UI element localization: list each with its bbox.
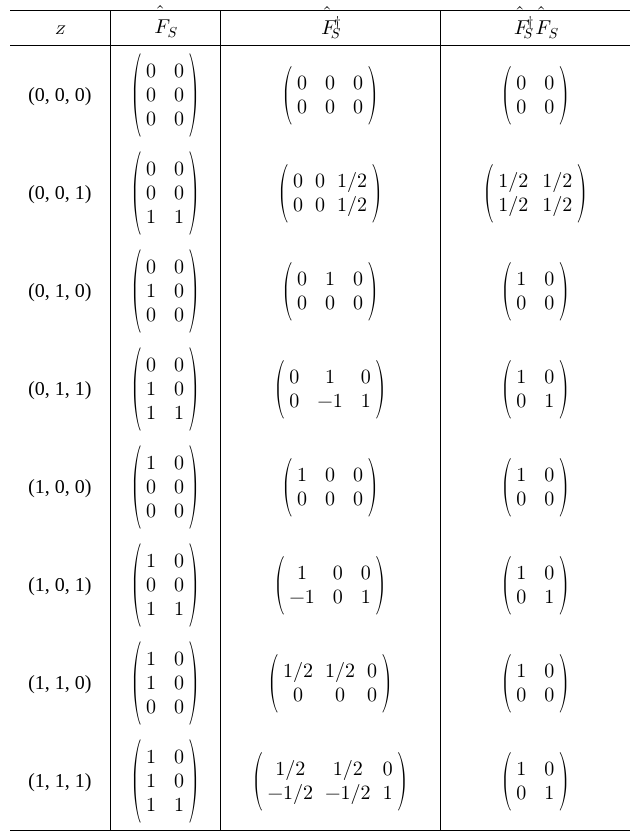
cell-Fsd: ( 000000 ) bbox=[220, 46, 440, 145]
cell-Fsd: ( 1/21/20000 ) bbox=[220, 634, 440, 732]
table-row: (0, 0, 0) ( 000000 ) ( 000000 ) ( 0000 ) bbox=[10, 46, 630, 145]
table-row: (1, 1, 0) ( 101000 ) ( 1/21/20000 ) ( 10… bbox=[10, 634, 630, 732]
header-Fs-dagger: F†S bbox=[220, 11, 440, 46]
cell-z: (1, 0, 0) bbox=[10, 438, 110, 536]
cell-Fs: ( 100011 ) bbox=[110, 536, 220, 634]
cell-FdF: ( 1001 ) bbox=[440, 340, 630, 438]
table-row: (1, 0, 0) ( 100000 ) ( 100000 ) ( 1000 ) bbox=[10, 438, 630, 536]
cell-Fsd: ( 010000 ) bbox=[220, 242, 440, 340]
cell-FdF: ( 1000 ) bbox=[440, 242, 630, 340]
cell-z: (0, 0, 0) bbox=[10, 46, 110, 145]
cell-z: (1, 1, 1) bbox=[10, 732, 110, 831]
cell-z: (0, 0, 1) bbox=[10, 144, 110, 242]
cell-Fsd: ( 1/21/20−1/2−1/21 ) bbox=[220, 732, 440, 831]
cell-Fsd: ( 100000 ) bbox=[220, 438, 440, 536]
cell-Fs: ( 101000 ) bbox=[110, 634, 220, 732]
table-row: (0, 1, 0) ( 001000 ) ( 010000 ) ( 1000 ) bbox=[10, 242, 630, 340]
cell-FdF: ( 0000 ) bbox=[440, 46, 630, 145]
cell-FdF: ( 1001 ) bbox=[440, 732, 630, 831]
cell-Fsd: ( 100−101 ) bbox=[220, 536, 440, 634]
cell-Fs: ( 000000 ) bbox=[110, 46, 220, 145]
cell-z: (0, 1, 0) bbox=[10, 242, 110, 340]
cell-Fsd: ( 0100−11 ) bbox=[220, 340, 440, 438]
table-header-row: z FS F†S F†SFS bbox=[10, 11, 630, 46]
table-row: (1, 1, 1) ( 101011 ) ( 1/21/20−1/2−1/21 … bbox=[10, 732, 630, 831]
cell-FdF: ( 1000 ) bbox=[440, 634, 630, 732]
cell-Fsd: ( 001/2001/2 ) bbox=[220, 144, 440, 242]
cell-Fs: ( 000011 ) bbox=[110, 144, 220, 242]
cell-z: (0, 1, 1) bbox=[10, 340, 110, 438]
table-row: (0, 0, 1) ( 000011 ) ( 001/2001/2 ) ( 1/… bbox=[10, 144, 630, 242]
cell-z: (1, 0, 1) bbox=[10, 536, 110, 634]
header-FdF: F†SFS bbox=[440, 11, 630, 46]
table-row: (1, 0, 1) ( 100011 ) ( 100−101 ) ( 1001 … bbox=[10, 536, 630, 634]
cell-z: (1, 1, 0) bbox=[10, 634, 110, 732]
cell-FdF: ( 1000 ) bbox=[440, 438, 630, 536]
cell-Fs: ( 100000 ) bbox=[110, 438, 220, 536]
cell-Fs: ( 101011 ) bbox=[110, 732, 220, 831]
cell-Fs: ( 001011 ) bbox=[110, 340, 220, 438]
cell-FdF: ( 1/21/21/21/2 ) bbox=[440, 144, 630, 242]
cell-Fs: ( 001000 ) bbox=[110, 242, 220, 340]
cell-FdF: ( 1001 ) bbox=[440, 536, 630, 634]
header-Fs: FS bbox=[110, 11, 220, 46]
matrix-table: z FS F†S F†SFS (0, 0, 0) ( 000000 ) ( 00… bbox=[10, 10, 630, 831]
table-row: (0, 1, 1) ( 001011 ) ( 0100−11 ) ( 1001 … bbox=[10, 340, 630, 438]
header-z: z bbox=[10, 11, 110, 46]
